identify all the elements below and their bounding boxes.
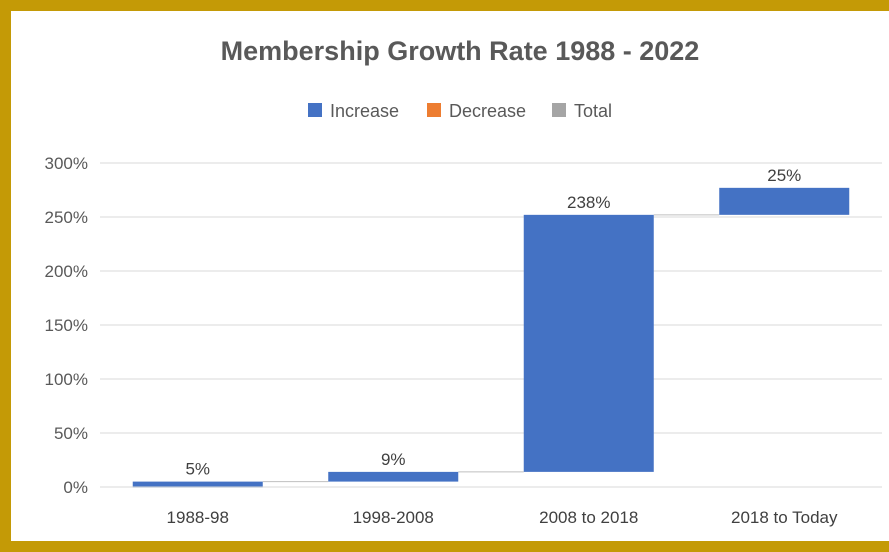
bars: [132, 187, 850, 488]
data-labels: 5% 9% 238% 25%: [185, 166, 801, 479]
bar-3: [523, 214, 654, 472]
y-tick-label: 200%: [45, 262, 88, 281]
y-tick-label: 0%: [63, 478, 88, 497]
data-label: 9%: [381, 450, 406, 469]
chart-legend: Increase Decrease Total: [308, 101, 612, 121]
x-axis: 1988-98 1998-2008 2008 to 2018 2018 to Toda…: [100, 486, 882, 527]
x-tick-label: 1998-2008: [353, 508, 434, 527]
y-tick-label: 300%: [45, 154, 88, 173]
legend-item-decrease: Decrease: [427, 101, 526, 121]
legend-item-total: Total: [552, 101, 612, 121]
x-tick-label: 1988-98: [167, 508, 229, 527]
legend-label: Decrease: [449, 101, 526, 121]
y-tick-label: 250%: [45, 208, 88, 227]
y-tick-label: 150%: [45, 316, 88, 335]
legend-swatch: [308, 103, 322, 117]
legend-label: Increase: [330, 101, 399, 121]
legend-label: Total: [574, 101, 612, 121]
chart-title: Membership Growth Rate 1988 - 2022: [221, 36, 700, 66]
legend-item-increase: Increase: [308, 101, 399, 121]
data-label: 5%: [185, 460, 210, 479]
y-axis: 0% 50% 100% 150% 200% 250% 300%: [45, 154, 88, 497]
connector-lines: [262, 214, 720, 483]
y-tick-label: 50%: [54, 424, 88, 443]
data-label: 238%: [567, 193, 610, 212]
legend-swatch: [427, 103, 441, 117]
bar-1: [132, 481, 263, 488]
bar-2: [328, 471, 459, 482]
y-tick-label: 100%: [45, 370, 88, 389]
x-tick-label: 2018 to Today: [731, 508, 838, 527]
bar-4: [719, 187, 850, 215]
legend-swatch: [552, 103, 566, 117]
x-tick-label: 2008 to 2018: [539, 508, 638, 527]
data-label: 25%: [767, 166, 801, 185]
